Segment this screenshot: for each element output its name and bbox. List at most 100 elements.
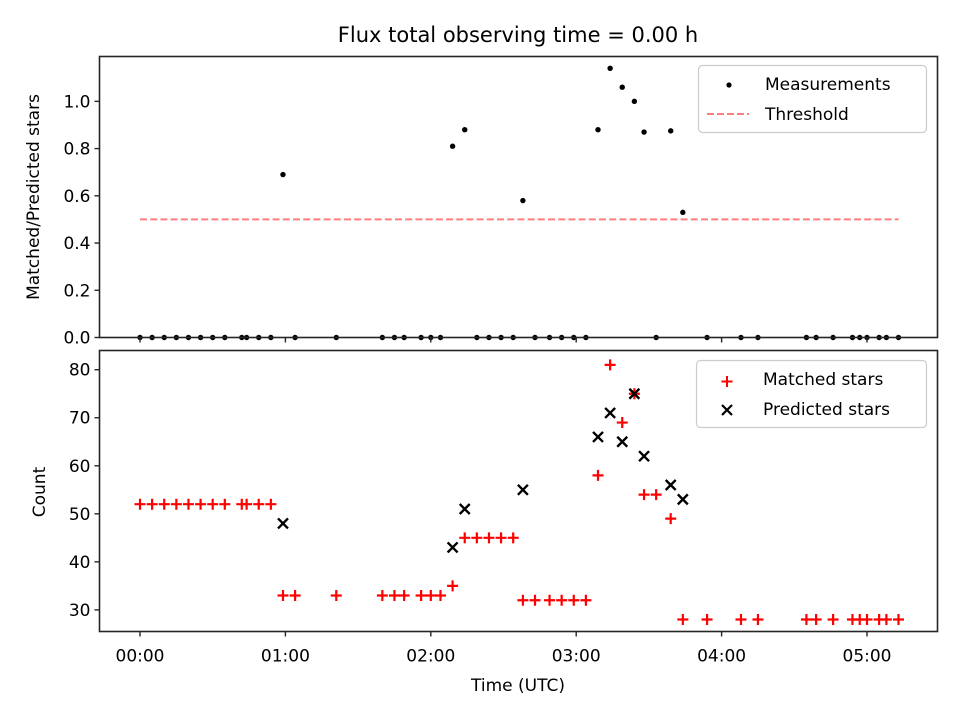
measurement-point [280,171,286,178]
ratio-y-tick-label: 0.4 [63,234,90,254]
ratio-y-ticks: 0.0 0.2 0.4 0.6 0.8 1.0 [63,92,100,349]
matched-star-marker [592,469,604,481]
predicted-star-marker [676,493,689,506]
matched-star-marker [207,498,219,510]
measurement-point [520,197,526,204]
count-x-tick-label: 05:00 [843,647,892,667]
ratio-y-axis-label: Matched/Predicted stars [24,94,44,300]
measurement-point [607,65,613,72]
predicted-star-marker [638,450,650,463]
count-x-tick-label: 03:00 [552,647,601,667]
legend-matched-label: Matched stars [763,370,883,390]
matched-star-marker [289,589,301,601]
measurement-point [631,98,638,105]
predicted-star-marker [664,479,677,491]
predicted-star-marker [446,541,459,554]
matched-star-marker [483,532,495,544]
matched-star-marker [376,589,388,601]
matched-star-marker [495,532,507,544]
matched-star-marker [580,594,592,606]
matched-star-marker [219,498,231,510]
count-x-tick-label: 00:00 [116,647,165,667]
matched-star-marker [182,498,194,510]
count-axes-frame [98,349,939,633]
matched-star-marker [638,489,650,501]
matched-star-marker [398,589,410,601]
count-y-tick-label: 60 [69,457,91,477]
matched-star-marker [827,613,839,625]
measurement-point [462,127,468,133]
matched-star-marker [800,613,812,625]
matched-star-marker [388,589,400,601]
matched-star-marker [415,589,427,601]
matched-star-marker [241,498,253,510]
matched-star-marker [810,613,822,625]
ratio-y-tick-label: 0.6 [63,187,90,207]
predicted-star-marker [458,503,471,515]
matched-star-marker [425,589,437,601]
ratio-legend: Measurements Threshold [697,64,928,134]
ratio-axes: 0.0 0.2 0.4 0.6 0.8 1.0 Matched/Predicted sta… [24,55,939,349]
matched-star-marker [665,513,677,525]
legend-predicted-label: Predicted stars [763,400,890,420]
matched-star-marker [529,594,541,606]
count-y-tick-label: 30 [69,601,91,621]
matched-star-marker [330,589,342,601]
matched-star-marker [146,498,158,510]
matched-star-marker [459,532,471,544]
matched-star-marker [752,613,764,625]
ratio-y-tick-label: 0.0 [63,329,90,349]
matched-star-marker [880,613,892,625]
count-x-ticks: 00:00 01:00 02:00 03:00 04:00 05:00 [116,631,892,667]
matched-star-marker [170,498,182,510]
matched-star-marker [253,498,265,510]
ratio-y-tick-label: 0.2 [63,281,90,301]
predicted-star-marker [517,483,529,496]
matched-star-marker [861,613,873,625]
count-legend: Matched stars Predicted stars [695,359,928,429]
count-y-axis-label: Count [30,466,50,517]
count-y-ticks: 30 40 50 60 70 80 [69,361,100,621]
count-x-tick-label: 02:00 [406,647,455,667]
matched-star-marker [604,359,616,371]
matched-star-marker [701,613,713,625]
count-plot-area [134,359,905,625]
matched-star-marker [158,498,170,510]
matched-star-marker [195,498,207,510]
matched-star-marker [507,532,519,544]
legend-x-marker-icon [721,404,733,416]
predicted-star-marker [604,407,616,419]
count-y-tick-label: 50 [69,505,91,525]
predicted-star-marker [628,387,641,400]
matched-star-marker [568,594,580,606]
ratio-y-tick-label: 0.8 [63,140,90,160]
matched-star-marker [556,594,568,606]
measurement-point [668,128,674,134]
predicted-star-marker [277,517,289,530]
ratio-x-ticks [139,337,868,343]
measurement-point [680,209,686,216]
matched-star-marker [265,498,277,510]
measurement-point [641,129,647,135]
matched-star-marker [471,532,483,544]
count-y-tick-label: 70 [69,409,91,429]
matched-star-marker [544,594,556,606]
ratio-axes-frame [98,55,939,339]
count-y-tick-label: 40 [69,553,91,573]
measurement-point [595,127,601,133]
legend-plus-marker-icon [721,376,733,387]
predicted-star-marker [592,431,604,443]
matched-star-marker [434,589,446,601]
count-x-tick-label: 04:00 [697,647,746,667]
chart-title: Flux total observing time = 0.00 h [338,23,698,47]
matched-star-marker [735,613,747,625]
legend-measurements-label: Measurements [765,75,891,95]
legend-threshold-label: Threshold [764,105,849,125]
matched-star-marker [893,613,905,625]
matched-star-marker [134,498,146,510]
matched-star-marker [677,613,689,625]
ratio-y-tick-label: 1.0 [63,92,90,112]
measurement-point [449,143,456,149]
matched-star-marker [650,489,662,501]
